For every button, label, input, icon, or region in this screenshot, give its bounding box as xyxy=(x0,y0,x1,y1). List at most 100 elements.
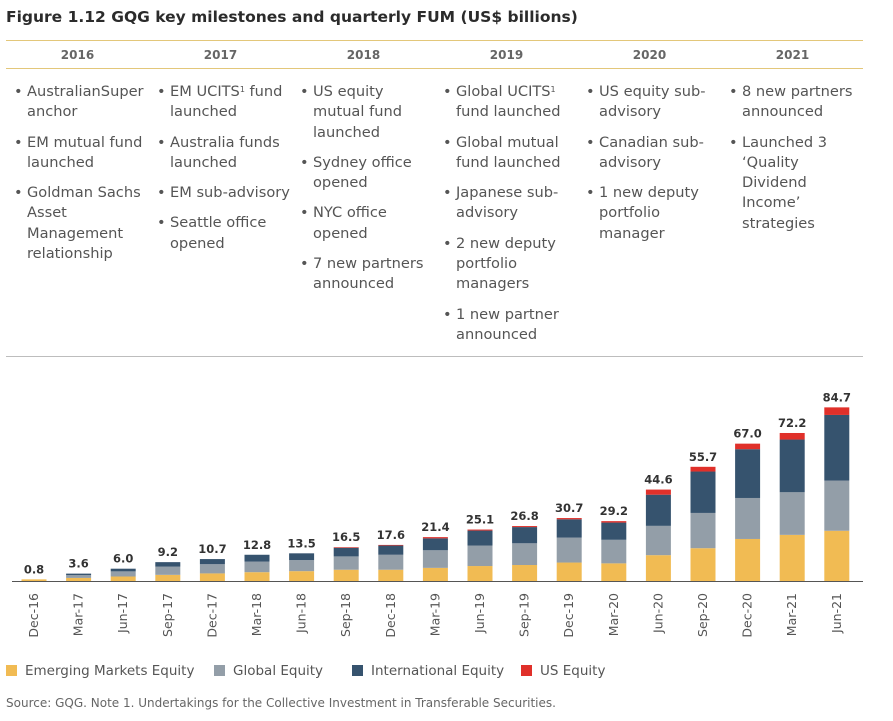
x-tick-label: Jun-18 xyxy=(294,593,309,634)
legend-swatch xyxy=(6,665,17,676)
total-label: 29.2 xyxy=(600,504,628,518)
bar-emerging-markets-equity-Sep-20 xyxy=(690,548,716,581)
milestones-2019: Global UCITS1 fund launched Global mutual… xyxy=(441,82,581,355)
bar-us-equity-Dec-20 xyxy=(735,443,761,450)
x-tick-label: Mar-18 xyxy=(249,593,264,636)
bar-global-equity-Sep-17 xyxy=(155,566,181,575)
legend-swatch xyxy=(521,665,532,676)
total-label: 72.2 xyxy=(778,416,806,430)
top-rule xyxy=(6,40,863,41)
year-2021: 2021 xyxy=(775,48,810,62)
milestone-item: Global mutual fund launched xyxy=(441,133,581,174)
bar-global-equity-Mar-18 xyxy=(244,561,270,573)
bar-us-equity-Sep-18 xyxy=(333,547,359,548)
bar-international-equity-Dec-19 xyxy=(556,519,582,538)
legend-swatch xyxy=(352,665,363,676)
total-label: 13.5 xyxy=(287,536,315,550)
total-label: 55.7 xyxy=(689,450,717,464)
bar-international-equity-Mar-18 xyxy=(244,554,270,562)
year-2020: 2020 xyxy=(632,48,667,62)
x-tick-label: Sep-17 xyxy=(160,593,175,637)
bar-us-equity-Mar-19 xyxy=(422,537,448,539)
milestone-item: 1 new deputy portfolio manager xyxy=(584,183,724,244)
source-note: Source: GQG. Note 1. Undertakings for th… xyxy=(6,696,556,710)
bar-emerging-markets-equity-Mar-18 xyxy=(244,572,270,581)
bar-international-equity-Jun-19 xyxy=(467,530,493,546)
legend-swatch xyxy=(214,665,225,676)
bar-international-equity-Dec-20 xyxy=(735,449,761,498)
milestone-item: EM sub-advisory xyxy=(155,183,295,204)
legend-item-emerging-markets-equity: Emerging Markets Equity xyxy=(6,662,194,680)
bar-emerging-markets-equity-Mar-20 xyxy=(601,563,627,581)
bar-emerging-markets-equity-Jun-19 xyxy=(467,566,493,581)
bar-global-equity-Jun-17 xyxy=(110,571,136,577)
total-label: 12.8 xyxy=(243,538,271,552)
section-divider xyxy=(6,356,863,357)
bar-emerging-markets-equity-Dec-16 xyxy=(21,579,47,581)
bar-global-equity-Jun-19 xyxy=(467,545,493,567)
bar-international-equity-Sep-20 xyxy=(690,471,716,513)
total-label: 44.6 xyxy=(644,473,672,487)
total-label: 21.4 xyxy=(421,520,449,534)
bar-emerging-markets-equity-Mar-17 xyxy=(66,577,92,581)
total-label: 0.8 xyxy=(24,562,44,576)
bar-global-equity-Mar-17 xyxy=(66,575,92,578)
milestone-item: 7 new partners announced xyxy=(298,254,438,295)
total-label: 84.7 xyxy=(823,390,851,404)
bar-global-equity-Sep-20 xyxy=(690,512,716,549)
bar-us-equity-Jun-19 xyxy=(467,529,493,531)
x-tick-label: Dec-19 xyxy=(561,593,576,638)
milestone-item: Australia funds launched xyxy=(155,133,295,174)
year-2017: 2017 xyxy=(203,48,238,62)
bar-global-equity-Mar-19 xyxy=(422,550,448,568)
bar-us-equity-Jun-21 xyxy=(824,407,850,415)
bar-emerging-markets-equity-Sep-17 xyxy=(155,574,181,581)
year-2018: 2018 xyxy=(346,48,381,62)
x-tick-label: Jun-21 xyxy=(829,593,844,634)
bar-global-equity-Dec-17 xyxy=(199,564,225,574)
bar-us-equity-Mar-21 xyxy=(779,432,805,440)
bar-global-equity-Jun-21 xyxy=(824,480,850,531)
x-tick-label: Jun-20 xyxy=(650,593,665,634)
milestone-item: AustralianSuper anchor xyxy=(12,82,152,123)
bar-emerging-markets-equity-Dec-17 xyxy=(199,573,225,581)
legend-item-us-equity: US Equity xyxy=(521,662,605,680)
bar-emerging-markets-equity-Sep-19 xyxy=(512,565,538,581)
legend-label: US Equity xyxy=(540,663,606,679)
bar-emerging-markets-equity-Mar-19 xyxy=(422,567,448,581)
x-tick-label: Sep-19 xyxy=(517,593,532,637)
milestone-item: Canadian sub-advisory xyxy=(584,133,724,174)
bar-emerging-markets-equity-Dec-20 xyxy=(735,538,761,581)
bar-emerging-markets-equity-Jun-18 xyxy=(289,571,315,581)
bar-us-equity-Sep-19 xyxy=(512,526,538,528)
total-label: 26.8 xyxy=(510,509,538,523)
milestone-item: 2 new deputy portfolio managers xyxy=(441,234,581,295)
milestone-item: EM UCITS1 fund launched xyxy=(155,82,295,123)
bar-emerging-markets-equity-Sep-18 xyxy=(333,569,359,581)
x-tick-label: Dec-20 xyxy=(740,593,755,638)
year-header-rule xyxy=(6,68,863,69)
total-label: 9.2 xyxy=(158,545,178,559)
x-tick-label: Sep-18 xyxy=(338,593,353,637)
bar-international-equity-Jun-20 xyxy=(645,494,671,526)
bar-us-equity-Jun-20 xyxy=(645,489,671,495)
x-tick-label: Mar-17 xyxy=(71,593,86,636)
x-tick-label: Jun-17 xyxy=(115,593,130,634)
milestones-2021: 8 new partners announced Launched 3 ‘Qual… xyxy=(727,82,867,244)
figure-title: Figure 1.12 GQG key milestones and quart… xyxy=(6,8,578,26)
bar-global-equity-Jun-18 xyxy=(289,560,315,572)
x-tick-label: Mar-19 xyxy=(427,593,442,636)
bar-global-equity-Sep-19 xyxy=(512,543,538,566)
bar-international-equity-Mar-21 xyxy=(779,439,805,493)
x-tick-label: Dec-18 xyxy=(383,593,398,638)
x-tick-label: Dec-16 xyxy=(26,593,41,638)
bar-international-equity-Mar-17 xyxy=(66,573,92,576)
milestones-2017: EM UCITS1 fund launched Australia funds l… xyxy=(155,82,295,264)
total-label: 30.7 xyxy=(555,501,583,515)
x-tick-label: Jun-19 xyxy=(472,593,487,634)
bar-emerging-markets-equity-Jun-20 xyxy=(645,555,671,581)
total-label: 67.0 xyxy=(733,427,761,441)
total-label: 17.6 xyxy=(377,528,405,542)
milestone-item: Launched 3 ‘Quality Dividend Income’ str… xyxy=(727,133,867,234)
milestones-2016: AustralianSuper anchor EM mutual fund lau… xyxy=(12,82,152,274)
